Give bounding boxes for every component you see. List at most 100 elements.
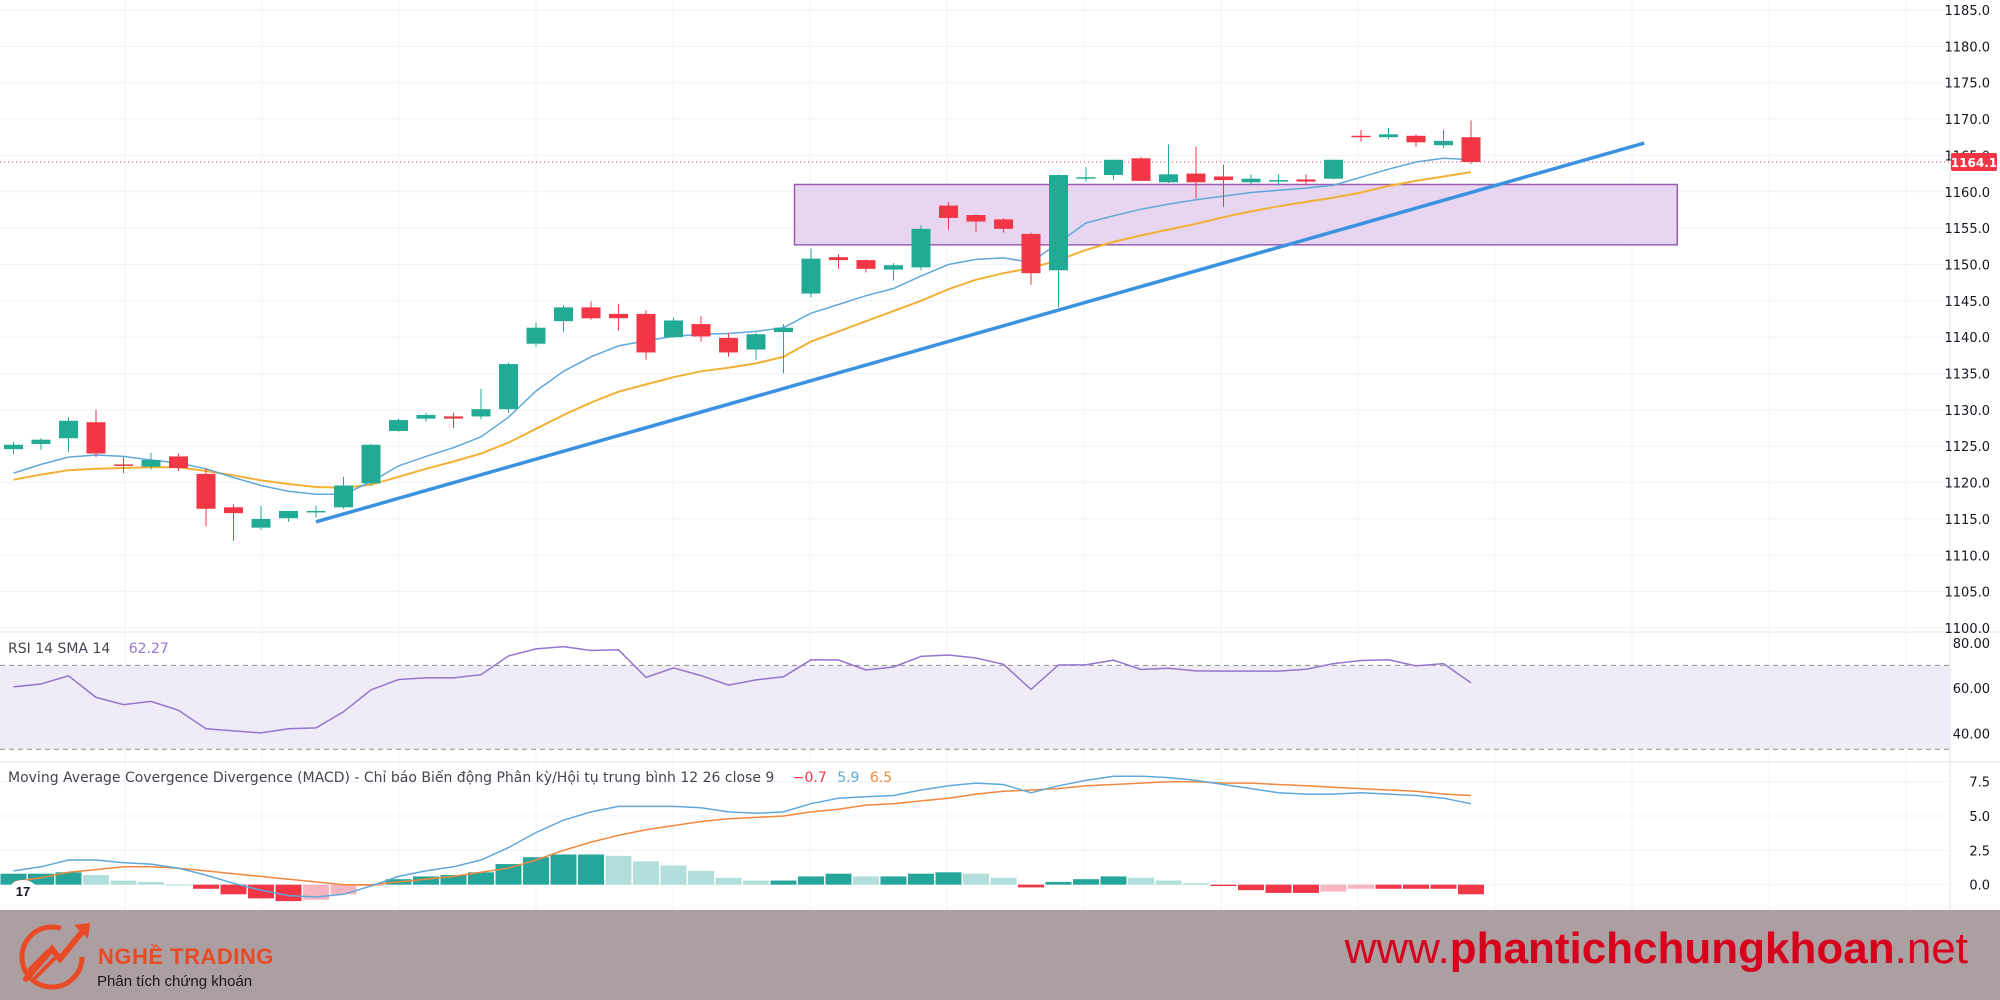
macd-histogram-bar xyxy=(1430,884,1457,889)
macd-tick-label: 0.0 xyxy=(1969,879,1990,894)
candle-body xyxy=(1406,135,1426,143)
last-price-tag-label: 1164.1 xyxy=(1951,156,1997,170)
macd-histogram-bar xyxy=(83,875,109,885)
macd-histogram-bar xyxy=(1403,884,1429,889)
rsi-tick-label: 80.00 xyxy=(1953,637,1990,652)
candle-body xyxy=(609,313,628,319)
candle-body xyxy=(1049,175,1068,271)
macd-histogram-bar xyxy=(770,880,797,885)
ma-slow-line xyxy=(13,171,1472,489)
candle-body xyxy=(1241,178,1261,183)
macd-histogram-bar xyxy=(275,884,302,902)
candle-body xyxy=(1186,173,1206,183)
website-url[interactable]: www.phantichchungkhoan.net xyxy=(1345,924,1968,974)
macd-histogram-bar xyxy=(1293,884,1319,893)
macd-histogram-bar xyxy=(220,884,247,895)
macd-histogram-bar xyxy=(1155,880,1182,885)
macd-hist-value: −0.7 xyxy=(792,770,827,786)
macd-histogram-bar xyxy=(1320,884,1347,892)
price-tick-label: 1105.0 xyxy=(1945,586,1991,601)
macd-histogram-bar xyxy=(1018,884,1044,888)
candle-body xyxy=(31,439,51,445)
price-tick-label: 1115.0 xyxy=(1945,513,1991,528)
macd-tick-label: 2.5 xyxy=(1969,844,1990,859)
candle-body xyxy=(939,205,958,218)
macd-histogram-bar xyxy=(193,884,219,889)
macd-histogram-bar xyxy=(853,876,879,885)
candle-body xyxy=(389,420,408,431)
candle-body xyxy=(169,456,188,469)
candle-body xyxy=(719,337,738,353)
price-tick-label: 1140.0 xyxy=(1945,331,1991,346)
candle-body xyxy=(1296,179,1316,182)
macd-legend: Moving Average Covergence Divergence (MA… xyxy=(8,770,898,786)
macd-histogram-bar xyxy=(1238,884,1264,891)
candle-body xyxy=(1434,140,1453,146)
candle-body xyxy=(884,265,903,270)
brand-tagline: Phân tích chứng khoán xyxy=(97,973,253,990)
macd-histogram-bar xyxy=(1073,879,1099,885)
candle-body xyxy=(141,460,161,467)
url-domain: phantichchungkhoan xyxy=(1449,924,1895,973)
price-tick-label: 1110.0 xyxy=(1945,549,1991,564)
candle-body xyxy=(1461,137,1481,162)
candle-body xyxy=(1104,159,1123,176)
candle-body xyxy=(4,444,23,450)
price-tick-label: 1155.0 xyxy=(1945,222,1991,237)
macd-histogram-bar xyxy=(798,876,824,885)
macd-histogram-bar xyxy=(1183,883,1209,885)
candle-body xyxy=(306,510,326,513)
brand-name: NGHỀ TRADING xyxy=(98,944,274,969)
macd-histogram-bar xyxy=(523,857,549,885)
rsi-value: 62.27 xyxy=(128,641,169,657)
macd-label: Moving Average Covergence Divergence (MA… xyxy=(8,770,775,786)
macd-histogram-bar xyxy=(495,864,522,885)
macd-signal-value: 6.5 xyxy=(869,770,893,786)
candle-body xyxy=(59,420,78,439)
tradingview-logo-icon[interactable]: 17 xyxy=(8,880,38,904)
candle-body xyxy=(416,414,436,419)
macd-histogram-bar xyxy=(413,876,439,885)
macd-histogram-bar xyxy=(1045,881,1072,885)
brand-footer xyxy=(0,910,2000,1000)
macd-histogram-bar xyxy=(633,861,659,885)
candle-body xyxy=(334,485,353,508)
macd-tick-label: 5.0 xyxy=(1969,810,1990,825)
candle-body xyxy=(801,258,821,294)
price-tick-label: 1125.0 xyxy=(1945,440,1991,455)
macd-histogram-bar xyxy=(688,870,714,885)
candle-body xyxy=(994,219,1013,229)
macd-histogram-bar xyxy=(0,873,27,885)
macd-histogram-bar xyxy=(880,876,907,885)
macd-histogram-bar xyxy=(578,854,604,885)
macd-histogram-bar xyxy=(935,872,962,885)
price-tick-label: 1100.0 xyxy=(1945,622,1991,637)
rsi-label: RSI 14 SMA 14 xyxy=(8,641,111,657)
candle-body xyxy=(499,364,518,410)
macd-histogram-bar xyxy=(55,872,82,885)
candle-body xyxy=(1159,174,1178,183)
macd-histogram-bar xyxy=(1458,884,1484,895)
macd-histogram-bar xyxy=(1265,884,1292,893)
candle-body xyxy=(774,327,793,333)
candle-body xyxy=(1324,159,1343,179)
price-tick-label: 1160.0 xyxy=(1945,186,1991,201)
price-tick-label: 1170.0 xyxy=(1945,113,1991,128)
candle-body xyxy=(1214,176,1233,181)
macd-histogram-bar xyxy=(440,875,467,885)
candle-body xyxy=(966,215,986,222)
price-tick-label: 1120.0 xyxy=(1945,477,1991,492)
candle-body xyxy=(1131,158,1151,181)
price-tick-label: 1145.0 xyxy=(1945,295,1991,310)
candle-body xyxy=(856,260,876,269)
macd-histogram-bar xyxy=(550,854,577,885)
macd-line-value: 5.9 xyxy=(837,770,860,786)
candle-body xyxy=(829,257,848,261)
candle-body xyxy=(444,416,463,419)
candle-body xyxy=(911,228,931,268)
price-tick-label: 1185.0 xyxy=(1945,4,1991,19)
candle-body xyxy=(1076,177,1096,179)
macd-histogram-bar xyxy=(138,881,164,885)
